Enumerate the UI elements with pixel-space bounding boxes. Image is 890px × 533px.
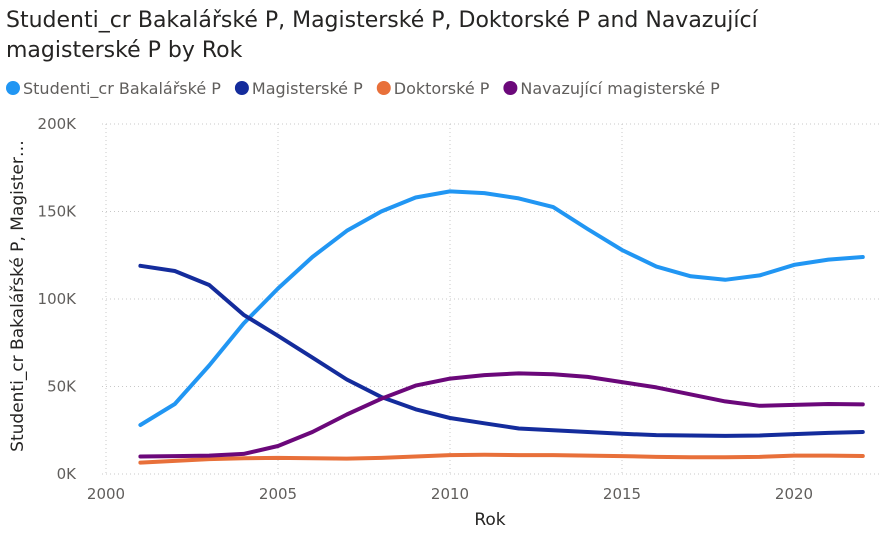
series-line-magisterske-p[interactable]: [138, 263, 865, 438]
legend-marker: [376, 81, 391, 95]
legend-marker: [234, 81, 249, 95]
y-tick-label: 0K: [57, 465, 78, 483]
legend-marker: [6, 81, 20, 95]
y-tick-label: 150K: [38, 203, 78, 221]
series-line-doktorske-p[interactable]: [138, 452, 865, 465]
series-lines[interactable]: [138, 189, 865, 465]
gridlines: [102, 123, 880, 475]
x-tick-label: 2010: [431, 485, 469, 503]
y-tick-label: 50K: [47, 378, 77, 396]
x-tick-label: 2020: [775, 485, 813, 503]
legend-marker: [503, 81, 518, 95]
chart-title-line-1: Studenti_cr Bakalářské P, Magisterské P,…: [6, 8, 759, 33]
legend-item-doktorske-p[interactable]: Doktorské P: [394, 79, 490, 98]
y-tick-label: 100K: [38, 290, 78, 308]
x-tick-label: 2000: [87, 485, 125, 503]
x-tick-label: 2005: [259, 485, 297, 503]
series-line-studenti-cr-bakalarske-p[interactable]: [138, 189, 865, 427]
y-tick-label: 200K: [38, 115, 78, 133]
y-axis-title: Studenti_cr Bakalářské P, Magister…: [8, 140, 28, 452]
legend-item-navazujici-magisterske-p[interactable]: Navazující magisterské P: [520, 79, 720, 98]
chart-title-line-2: magisterské P by Rok: [6, 38, 243, 63]
y-axis-ticks: 0K 50K 100K 150K 200K: [38, 115, 78, 483]
legend[interactable]: Studenti_cr Bakalářské P Magisterské P Dok…: [6, 79, 720, 99]
legend-item-magisterske-p[interactable]: Magisterské P: [252, 79, 363, 98]
x-axis-title: Rok: [474, 510, 505, 530]
series-line-navazujici-magisterske-p[interactable]: [138, 371, 865, 459]
x-tick-label: 2015: [603, 485, 641, 503]
x-axis-ticks: 2000 2005 2010 2015 2020: [87, 485, 813, 503]
legend-item-studenti-cr-bakalarske-p[interactable]: Studenti_cr Bakalářské P: [23, 79, 221, 99]
